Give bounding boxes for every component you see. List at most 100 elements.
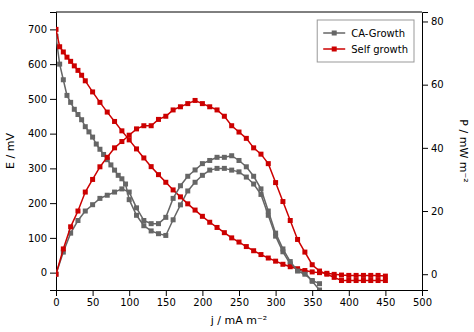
marker bbox=[97, 196, 102, 201]
marker bbox=[149, 164, 154, 169]
marker bbox=[178, 202, 183, 207]
marker bbox=[324, 272, 329, 277]
tick-label: 400 bbox=[28, 128, 47, 139]
marker bbox=[105, 110, 110, 115]
marker bbox=[79, 73, 84, 78]
tick-label: 60 bbox=[431, 79, 444, 90]
tick: 350 bbox=[303, 290, 322, 308]
tick: 250 bbox=[230, 290, 249, 308]
marker bbox=[346, 278, 351, 283]
plot: 0501001502002503003504004505000100200300… bbox=[4, 12, 470, 327]
marker bbox=[112, 145, 117, 150]
marker bbox=[119, 128, 124, 133]
marker bbox=[237, 130, 242, 135]
tick: 0 bbox=[422, 269, 437, 280]
marker bbox=[163, 215, 168, 220]
tick: 80 bbox=[422, 16, 444, 27]
marker bbox=[83, 78, 88, 83]
marker bbox=[105, 155, 110, 160]
marker bbox=[108, 162, 113, 167]
marker bbox=[134, 126, 139, 131]
x-axis: 050100150200250300350400450500 bbox=[53, 290, 432, 308]
tick-mark bbox=[312, 290, 313, 296]
tick-label: 80 bbox=[431, 16, 444, 27]
marker bbox=[163, 180, 168, 185]
marker bbox=[251, 174, 256, 179]
marker bbox=[61, 246, 66, 251]
marker bbox=[64, 93, 69, 98]
marker bbox=[127, 197, 132, 202]
legend-item: Self growth bbox=[323, 44, 408, 55]
marker bbox=[258, 252, 263, 257]
tick-mark bbox=[276, 290, 277, 296]
marker bbox=[244, 164, 249, 169]
marker bbox=[72, 107, 77, 112]
marker bbox=[215, 166, 220, 171]
marker bbox=[178, 104, 183, 109]
marker bbox=[258, 186, 263, 191]
marker bbox=[90, 135, 95, 140]
tick: 400 bbox=[28, 128, 56, 139]
marker bbox=[75, 209, 80, 214]
marker bbox=[200, 214, 205, 219]
marker bbox=[156, 172, 161, 177]
y-axis-title: E / mV bbox=[4, 133, 17, 169]
marker bbox=[68, 224, 73, 229]
marker bbox=[156, 231, 161, 236]
marker bbox=[229, 168, 234, 173]
marker bbox=[171, 196, 176, 201]
marker bbox=[361, 278, 366, 283]
tick-label: 250 bbox=[230, 297, 249, 308]
marker bbox=[310, 279, 315, 284]
marker bbox=[149, 228, 154, 233]
marker bbox=[339, 278, 344, 283]
marker bbox=[207, 158, 212, 163]
tick: 100 bbox=[28, 233, 56, 244]
marker bbox=[94, 142, 99, 147]
tick: 50 bbox=[87, 290, 100, 308]
marker bbox=[207, 168, 212, 173]
marker bbox=[171, 187, 176, 192]
marker bbox=[97, 164, 102, 169]
marker bbox=[229, 123, 234, 128]
marker bbox=[258, 152, 263, 157]
tick-label: 300 bbox=[267, 297, 286, 308]
tick: 150 bbox=[157, 290, 176, 308]
marker bbox=[127, 133, 132, 138]
tick-mark bbox=[50, 168, 56, 169]
marker bbox=[61, 77, 66, 82]
tick-mark bbox=[50, 273, 56, 274]
marker bbox=[171, 217, 176, 222]
tick-label: 600 bbox=[28, 59, 47, 70]
marker bbox=[251, 248, 256, 253]
tick: 20 bbox=[422, 206, 444, 217]
marker bbox=[193, 98, 198, 103]
marker bbox=[141, 123, 146, 128]
legend-marker bbox=[332, 31, 337, 36]
tick-mark bbox=[202, 290, 203, 296]
marker bbox=[200, 101, 205, 106]
marker bbox=[317, 288, 322, 291]
tick: 0 bbox=[41, 267, 56, 278]
marker bbox=[141, 155, 146, 160]
marker bbox=[273, 231, 278, 236]
marker bbox=[222, 155, 227, 160]
axis-line bbox=[50, 13, 57, 291]
marker bbox=[75, 112, 80, 117]
tick: 40 bbox=[422, 143, 444, 154]
tick: 500 bbox=[28, 94, 56, 105]
tick-mark bbox=[422, 274, 428, 275]
marker bbox=[310, 262, 315, 267]
line bbox=[56, 36, 320, 290]
marker bbox=[222, 230, 227, 235]
marker bbox=[244, 136, 249, 141]
marker bbox=[141, 218, 146, 223]
marker bbox=[215, 155, 220, 160]
marker bbox=[156, 221, 161, 226]
tick-mark bbox=[422, 211, 428, 212]
marker bbox=[266, 161, 271, 166]
marker bbox=[56, 27, 59, 32]
marker bbox=[68, 59, 73, 64]
marker bbox=[280, 262, 285, 267]
marker bbox=[317, 269, 322, 274]
